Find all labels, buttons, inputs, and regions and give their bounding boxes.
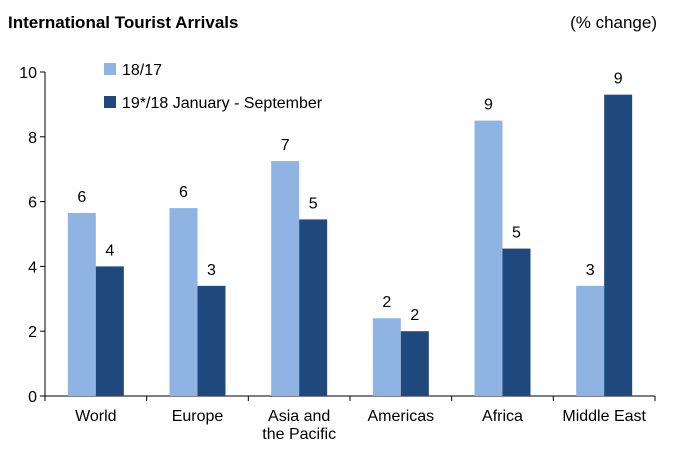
bar-1	[67, 212, 96, 396]
data-label: 3	[207, 262, 216, 279]
y-tick-label: 10	[19, 65, 37, 82]
bar-2	[604, 94, 633, 397]
bar-1	[271, 161, 300, 396]
x-category-label: Middle East	[562, 408, 646, 425]
legend-swatch-1	[104, 63, 116, 75]
y-tick-label: 2	[28, 324, 37, 341]
bar-2	[197, 285, 226, 396]
legend-label: 18/17	[122, 62, 162, 79]
y-tick-label: 6	[28, 195, 37, 212]
x-category-label: Americas	[367, 408, 434, 425]
data-label: 7	[281, 137, 290, 154]
y-tick-label: 0	[28, 389, 37, 406]
y-tick-label: 4	[28, 259, 37, 276]
x-category-label: Asia and	[268, 408, 330, 425]
data-label: 4	[105, 242, 114, 259]
x-category-label: Europe	[172, 408, 224, 425]
data-label: 2	[410, 307, 419, 324]
data-label: 5	[309, 195, 318, 212]
bar-2	[400, 331, 429, 396]
data-label: 9	[614, 71, 623, 88]
bar-1	[576, 285, 605, 396]
legend-label: 19*/18 January - September	[122, 95, 323, 112]
data-label: 5	[512, 225, 521, 242]
legend-swatch-2	[104, 96, 116, 108]
bar-1	[169, 208, 198, 396]
x-category-label: Africa	[482, 408, 523, 425]
bar-2	[95, 266, 124, 396]
x-category-label: World	[75, 408, 117, 425]
bar-1	[372, 318, 401, 396]
y-tick-label: 8	[28, 130, 37, 147]
unit-label: (% change)	[570, 13, 657, 32]
bar-1	[474, 120, 503, 396]
bar-2	[299, 219, 328, 396]
data-label: 6	[77, 189, 86, 206]
data-label: 3	[586, 262, 595, 279]
data-label: 9	[484, 97, 493, 114]
data-label: 6	[179, 184, 188, 201]
bar-2	[502, 248, 531, 396]
chart-title: International Tourist Arrivals	[8, 13, 239, 32]
data-label: 2	[382, 294, 391, 311]
x-category-label: the Pacific	[262, 426, 336, 443]
